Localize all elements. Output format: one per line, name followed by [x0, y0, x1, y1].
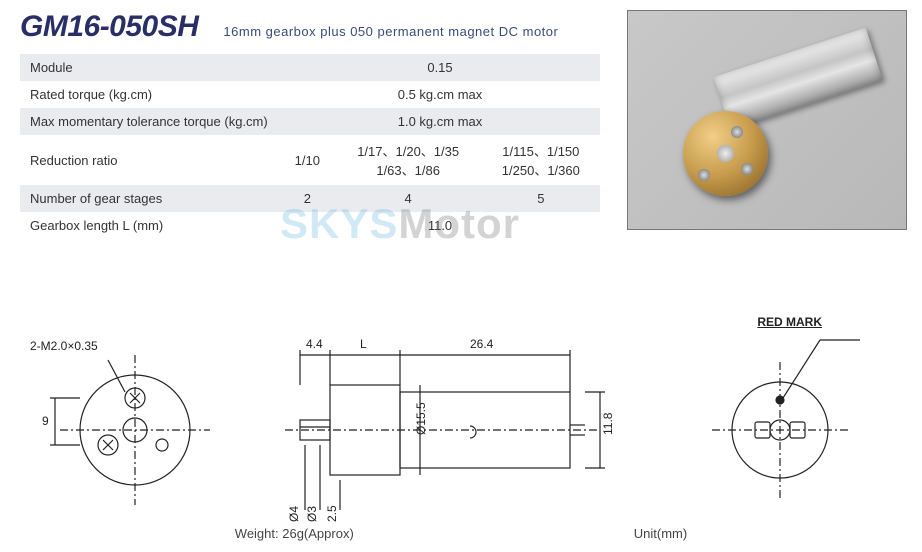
spec-value: 5 — [482, 185, 600, 212]
dim-26-4: 26.4 — [470, 337, 494, 351]
spec-value: 1/10 — [280, 135, 335, 185]
spec-label: Rated torque (kg.cm) — [20, 81, 280, 108]
spec-value: 1/115、1/150 1/250、1/360 — [482, 135, 600, 185]
weight-label: Weight: 26g(Approx) — [235, 526, 354, 541]
technical-drawing: 2-M2.0×0.35 9 4.4 L 26 — [0, 300, 922, 547]
spec-value: 11.0 — [280, 212, 600, 239]
dim-shaft-off: 2.5 — [325, 505, 339, 522]
model-subtitle: 16mm gearbox plus 050 permanent magnet D… — [223, 24, 558, 39]
motor-face-render — [683, 111, 768, 196]
table-row: Max momentary tolerance torque (kg.cm)1.… — [20, 108, 600, 135]
spec-label: Max momentary tolerance torque (kg.cm) — [20, 108, 280, 135]
dim-L: L — [360, 337, 367, 351]
dim-height: 11.8 — [601, 412, 615, 435]
specs-table: Module0.15Rated torque (kg.cm)0.5 kg.cm … — [20, 54, 600, 239]
screw-icon — [731, 126, 743, 138]
spec-label: Reduction ratio — [20, 135, 280, 185]
spec-value: 4 — [335, 185, 482, 212]
spec-value: 0.5 kg.cm max — [280, 81, 600, 108]
table-row: Gearbox length L (mm)11.0 — [20, 212, 600, 239]
table-row: Rated torque (kg.cm)0.5 kg.cm max — [20, 81, 600, 108]
spec-label: Module — [20, 54, 280, 81]
spec-label: Gearbox length L (mm) — [20, 212, 280, 239]
specs-table-wrap: Module0.15Rated torque (kg.cm)0.5 kg.cm … — [0, 49, 600, 239]
spec-value: 0.15 — [280, 54, 600, 81]
model-number: GM16-050SH — [20, 10, 198, 44]
front-dim-9: 9 — [42, 414, 49, 428]
spec-value: 2 — [280, 185, 335, 212]
spec-value: 1.0 kg.cm max — [280, 108, 600, 135]
spec-value: 1/17、1/20、1/35 1/63、1/86 — [335, 135, 482, 185]
product-photo — [627, 10, 907, 230]
dim-shaft-3: Ø3 — [305, 506, 319, 522]
table-row: Module0.15 — [20, 54, 600, 81]
table-row: Number of gear stages245 — [20, 185, 600, 212]
screw-icon — [741, 163, 753, 175]
spec-label: Number of gear stages — [20, 185, 280, 212]
screw-icon — [698, 169, 710, 181]
dim-4-4: 4.4 — [306, 337, 323, 351]
drawing-footer: Weight: 26g(Approx) Unit(mm) — [0, 526, 922, 541]
dim-diam-body: Ø15.5 — [414, 402, 428, 435]
table-row: Reduction ratio1/101/17、1/20、1/35 1/63、1… — [20, 135, 600, 185]
front-thread-label: 2-M2.0×0.35 — [30, 339, 98, 353]
unit-label: Unit(mm) — [634, 526, 687, 541]
dim-shaft-4: Ø4 — [287, 506, 301, 522]
